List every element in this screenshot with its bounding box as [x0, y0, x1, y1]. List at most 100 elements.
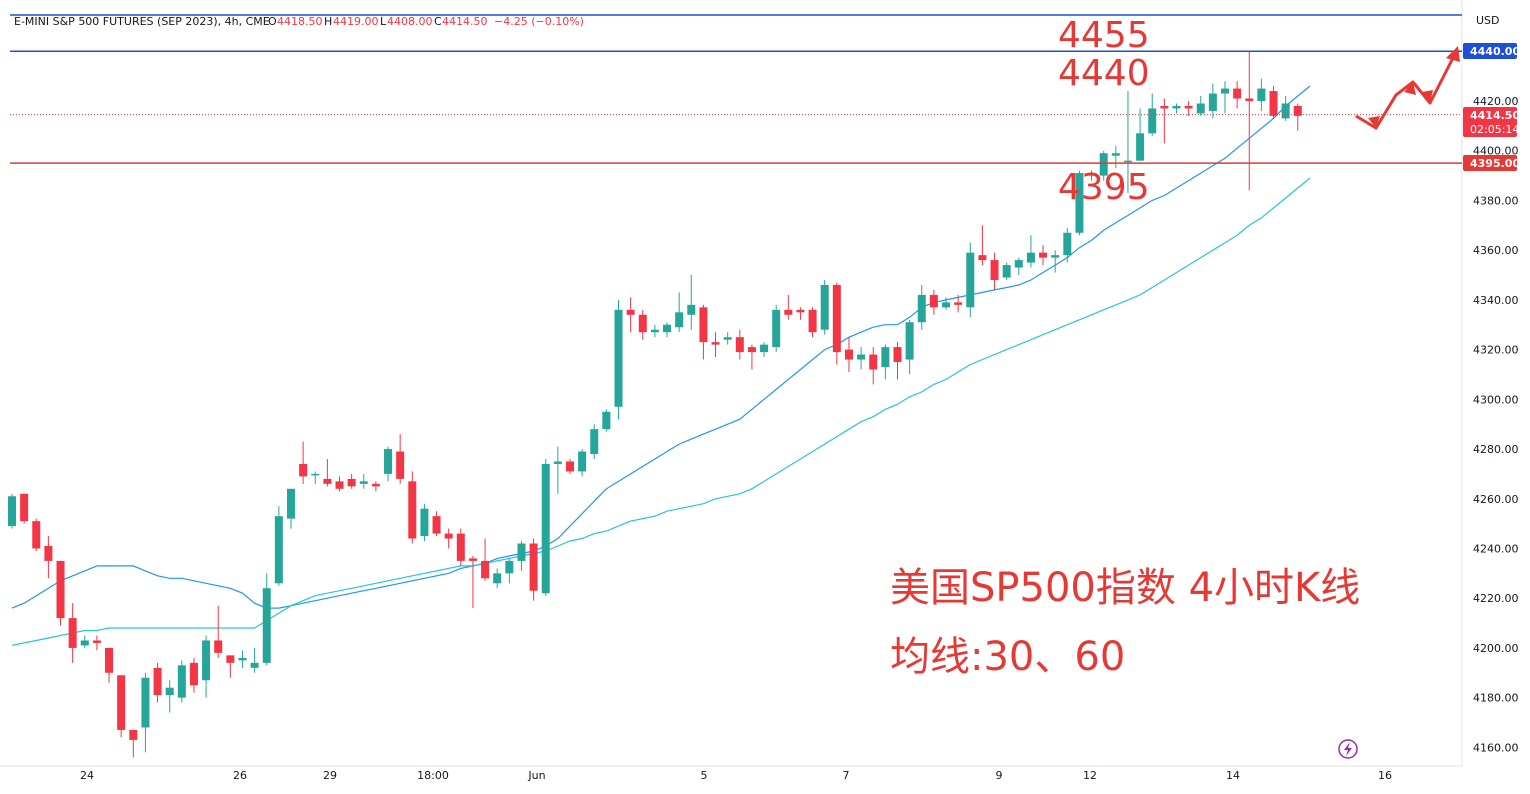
candle-body [663, 324, 672, 333]
candle-body [8, 496, 16, 527]
candle-down [32, 518, 41, 551]
candle-body [675, 312, 684, 328]
candles [8, 51, 1302, 758]
time-tick-label: 9 [996, 769, 1003, 782]
candle-body [202, 640, 211, 681]
price-tick-label: 4180.00 [1473, 692, 1519, 705]
candle-body [1293, 105, 1302, 116]
candle-body [384, 449, 393, 474]
candle-down [335, 476, 344, 492]
arrow-head-2 [1404, 82, 1416, 95]
candle-down [105, 647, 114, 683]
candle-body [760, 344, 769, 353]
candle-body [905, 322, 914, 360]
candle-down [408, 471, 417, 544]
candle-up [723, 332, 732, 345]
candle-up [663, 322, 672, 338]
candle-down [893, 342, 902, 380]
candle-body [1245, 98, 1254, 101]
annotation-title[interactable]: 美国SP500指数 4小时K线 [890, 565, 1360, 611]
candle-up [541, 458, 550, 596]
currency-label[interactable]: USD [1476, 14, 1500, 27]
candle-body [638, 314, 647, 333]
candle-up [578, 449, 587, 477]
time-tick-label: Jun [527, 769, 545, 782]
time-tick-label: 26 [233, 769, 247, 782]
candle-down [699, 304, 708, 360]
candle-down [68, 603, 77, 663]
candle-body [699, 307, 708, 343]
annotation-ma[interactable]: 均线:30、60 [890, 634, 1125, 680]
candle-body [1269, 91, 1278, 116]
candle-down [189, 657, 198, 693]
candle-up [1148, 93, 1157, 136]
candle-down [565, 458, 574, 474]
candle-down [299, 441, 308, 484]
price-tag-support: 4395.00 [1463, 155, 1520, 171]
candle-body [444, 533, 453, 539]
candle-down [56, 560, 65, 626]
candle-up [311, 471, 320, 484]
candle-body [602, 411, 611, 430]
candle-down [468, 555, 477, 609]
lightning-icon[interactable] [1338, 739, 1358, 759]
price-tick-label: 4400.00 [1473, 145, 1519, 158]
annotation-4440[interactable]: 4440 [1058, 53, 1150, 94]
candle-body [929, 294, 938, 308]
price-tick-label: 4360.00 [1473, 244, 1519, 257]
candle-body [299, 463, 308, 477]
candle-down [529, 538, 538, 601]
plot-area[interactable] [0, 0, 1462, 766]
arrow-head-1 [1368, 116, 1380, 128]
annotation-4455[interactable]: 4455 [1058, 15, 1150, 56]
candle-down [929, 289, 938, 315]
projection-arrows[interactable] [1355, 46, 1460, 130]
candle-up [1075, 170, 1084, 236]
candle-up [80, 635, 89, 648]
candle-down [711, 332, 720, 358]
candle-body [650, 329, 659, 333]
candle-up [905, 319, 914, 375]
candle-up [1026, 235, 1035, 268]
candle-up [772, 304, 781, 353]
candle-body [359, 481, 368, 484]
candle-up [1099, 150, 1108, 181]
price-tick-label: 4420.00 [1473, 95, 1519, 108]
moving-averages [11, 85, 1311, 646]
time-tick-label: 16 [1378, 769, 1392, 782]
candle-down [1245, 51, 1254, 191]
price-tag-last-text: 4414.50 [1470, 109, 1520, 122]
candle-body [1026, 252, 1035, 263]
candle-body [820, 284, 829, 330]
candle-up [1111, 145, 1120, 169]
horizontal-levels[interactable] [10, 14, 1462, 164]
low-label: L [380, 15, 387, 28]
candle-body [772, 309, 781, 348]
candle-up [165, 680, 174, 713]
candle-body [893, 347, 902, 363]
annotation-4395[interactable]: 4395 [1058, 167, 1150, 208]
candle-down [456, 528, 465, 566]
candle-body [614, 309, 623, 407]
low-value: 4408.00 [387, 15, 433, 28]
candle-body [1087, 173, 1096, 176]
candle-body [32, 521, 41, 549]
candle-body [177, 665, 186, 698]
price-tick-label: 4160.00 [1473, 741, 1519, 754]
candle-up [614, 299, 623, 420]
candle-up [1257, 78, 1266, 111]
candle-up [238, 650, 247, 668]
symbol-legend[interactable]: E-MINI S&P 500 FUTURES (SEP 2023), 4h, C… [14, 15, 584, 28]
price-tag-support-text: 4395.00 [1470, 157, 1520, 170]
candle-body [529, 543, 538, 591]
candle-up [384, 446, 393, 482]
time-axis-ticks: 24 26 29 18:00 Jun 5 7 9 12 14 16 [80, 769, 1392, 782]
candle-up [505, 558, 514, 584]
candle-body [323, 478, 332, 484]
candle-down [1233, 81, 1242, 109]
candle-body [456, 533, 465, 561]
candle-up [1063, 227, 1072, 263]
candle-body [129, 729, 138, 740]
candle-body [226, 655, 235, 663]
